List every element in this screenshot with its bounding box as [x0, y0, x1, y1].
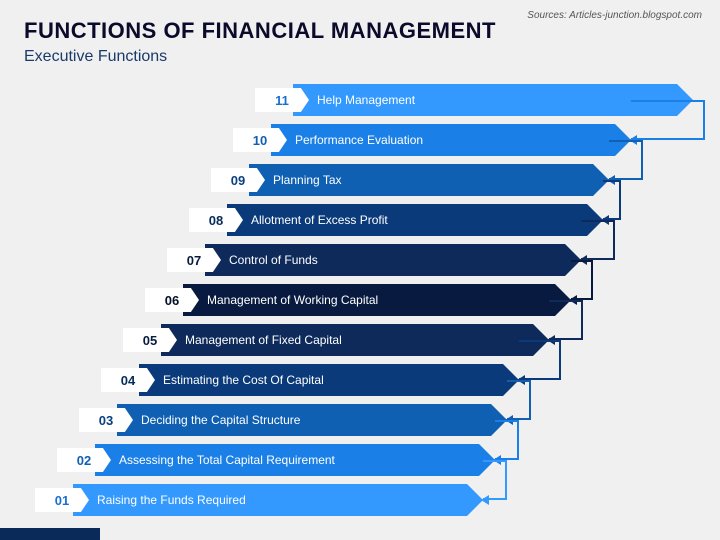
- step-number: 07: [167, 248, 221, 272]
- step-label: Deciding the Capital Structure: [117, 404, 507, 436]
- step-bar-10: Performance Evaluation10: [271, 124, 631, 156]
- page-subtitle: Executive Functions: [24, 48, 696, 66]
- step-number: 04: [101, 368, 155, 392]
- step-number: 09: [211, 168, 265, 192]
- step-diagram: Help Management11Performance Evaluation1…: [0, 84, 720, 524]
- step-bar-04: Estimating the Cost Of Capital04: [139, 364, 519, 396]
- connector-line: [603, 180, 621, 220]
- step-label: Control of Funds: [205, 244, 581, 276]
- source-text: Sources: Articles-junction.blogspot.com: [527, 10, 702, 21]
- connector-line: [483, 460, 507, 500]
- step-number: 01: [35, 488, 89, 512]
- step-bar-03: Deciding the Capital Structure03: [117, 404, 507, 436]
- step-number: 05: [123, 328, 177, 352]
- step-label: Estimating the Cost Of Capital: [139, 364, 519, 396]
- connector-line: [495, 420, 519, 460]
- connector-line: [519, 340, 561, 380]
- step-bar-08: Allotment of Excess Profit08: [227, 204, 603, 236]
- step-bar-02: Assessing the Total Capital Requirement0…: [95, 444, 495, 476]
- step-label: Performance Evaluation: [271, 124, 631, 156]
- step-bar-05: Management of Fixed Capital05: [161, 324, 549, 356]
- step-bar-07: Control of Funds07: [205, 244, 581, 276]
- connector-line: [581, 220, 615, 260]
- step-label: Assessing the Total Capital Requirement: [95, 444, 495, 476]
- connector-line: [507, 380, 531, 420]
- connector-line: [549, 300, 583, 340]
- connector-line: [571, 260, 593, 300]
- connector-line: [631, 100, 705, 140]
- step-number: 11: [255, 88, 309, 112]
- step-bar-06: Management of Working Capital06: [183, 284, 571, 316]
- step-number: 06: [145, 288, 199, 312]
- step-label: Management of Working Capital: [183, 284, 571, 316]
- page-title: FUNCTIONS OF FINANCIAL MANAGEMENT: [24, 18, 696, 44]
- step-number: 08: [189, 208, 243, 232]
- step-number: 03: [79, 408, 133, 432]
- connector-line: [609, 140, 643, 180]
- step-number: 02: [57, 448, 111, 472]
- step-number: 10: [233, 128, 287, 152]
- step-bar-01: Raising the Funds Required01: [73, 484, 483, 516]
- step-label: Raising the Funds Required: [73, 484, 483, 516]
- step-label: Planning Tax: [249, 164, 609, 196]
- step-label: Allotment of Excess Profit: [227, 204, 603, 236]
- footer-accent: [0, 528, 100, 540]
- step-label: Management of Fixed Capital: [161, 324, 549, 356]
- step-bar-09: Planning Tax09: [249, 164, 609, 196]
